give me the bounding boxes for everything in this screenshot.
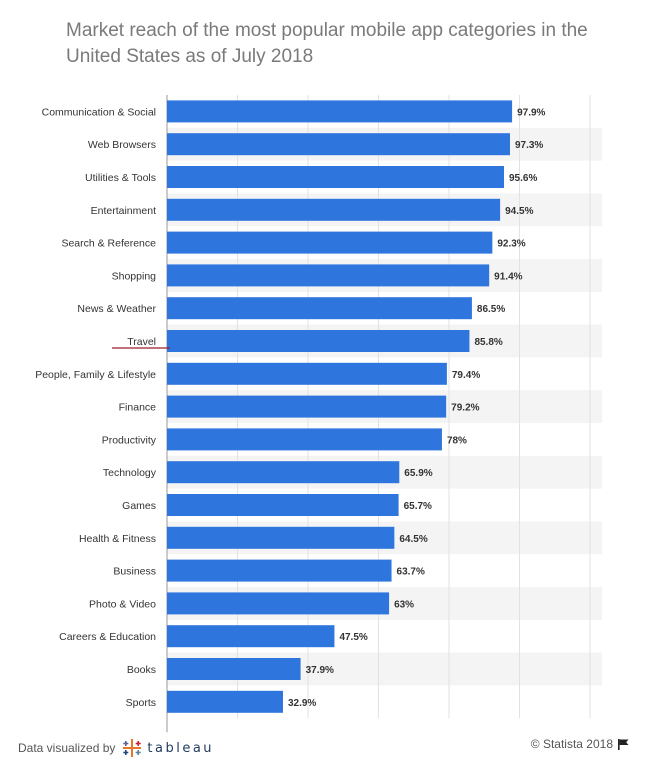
attribution-prefix: Data visualized by bbox=[18, 741, 116, 755]
statista-credit[interactable]: © Statista 2018 bbox=[531, 737, 629, 751]
value-label: 86.5% bbox=[477, 304, 505, 315]
value-label: 65.7% bbox=[404, 501, 432, 512]
category-label: Technology bbox=[103, 467, 157, 479]
category-label: Search & Reference bbox=[61, 238, 156, 250]
value-label: 85.8% bbox=[474, 337, 502, 348]
value-label: 95.6% bbox=[509, 173, 537, 184]
bar[interactable] bbox=[167, 133, 510, 156]
category-label: Photo & Video bbox=[89, 598, 156, 610]
value-label: 37.9% bbox=[306, 665, 334, 676]
value-label: 91.4% bbox=[494, 271, 522, 282]
value-label: 79.2% bbox=[451, 403, 479, 414]
category-label: News & Weather bbox=[77, 303, 156, 315]
bar[interactable] bbox=[167, 658, 301, 680]
category-label: Utilities & Tools bbox=[85, 172, 156, 184]
category-label: Health & Fitness bbox=[79, 533, 156, 545]
flag-icon bbox=[618, 738, 629, 750]
bar[interactable] bbox=[167, 461, 400, 484]
bar[interactable] bbox=[167, 690, 283, 713]
category-label: Sports bbox=[126, 697, 156, 709]
bar[interactable] bbox=[167, 100, 513, 123]
value-label: 47.5% bbox=[339, 632, 367, 643]
category-label: Business bbox=[113, 566, 156, 578]
value-label: 78% bbox=[447, 435, 467, 446]
category-label: Web Browsers bbox=[88, 139, 156, 151]
value-label: 97.3% bbox=[515, 140, 543, 151]
bar[interactable] bbox=[167, 198, 501, 221]
bar[interactable] bbox=[167, 330, 470, 352]
category-label: Entertainment bbox=[91, 205, 156, 217]
value-label: 79.4% bbox=[452, 370, 480, 381]
category-label: Finance bbox=[119, 402, 157, 414]
bar[interactable] bbox=[167, 592, 390, 615]
bar[interactable] bbox=[167, 428, 442, 451]
tableau-cross-icon bbox=[123, 739, 142, 757]
copyright-text: © Statista 2018 bbox=[530, 737, 613, 751]
value-label: 32.9% bbox=[288, 698, 316, 709]
category-label: Shopping bbox=[112, 270, 157, 282]
bar[interactable] bbox=[167, 526, 395, 549]
bar[interactable] bbox=[167, 395, 447, 418]
bar[interactable] bbox=[167, 231, 493, 254]
category-label: Careers & Education bbox=[59, 631, 156, 643]
chart-title: Market reach of the most popular mobile … bbox=[66, 20, 588, 67]
category-label: Games bbox=[122, 500, 156, 512]
tableau-wordmark: tableau bbox=[147, 740, 215, 756]
bar[interactable] bbox=[167, 297, 472, 320]
tableau-logo: tableau bbox=[121, 737, 214, 759]
bar[interactable] bbox=[167, 559, 392, 582]
category-label: People, Family & Lifestyle bbox=[35, 369, 156, 381]
value-label: 63% bbox=[394, 599, 414, 610]
value-label: 63.7% bbox=[397, 567, 425, 578]
category-label: Productivity bbox=[102, 434, 157, 446]
category-label: Travel bbox=[127, 336, 156, 348]
value-label: 94.5% bbox=[505, 206, 533, 217]
value-label: 92.3% bbox=[497, 239, 525, 250]
bar[interactable] bbox=[167, 494, 399, 516]
value-label: 97.9% bbox=[517, 107, 545, 118]
bar[interactable] bbox=[167, 362, 447, 385]
category-label: Communication & Social bbox=[42, 106, 156, 118]
bar[interactable] bbox=[167, 166, 504, 188]
bar[interactable] bbox=[167, 264, 490, 287]
bar[interactable] bbox=[167, 625, 335, 648]
category-label: Books bbox=[127, 664, 156, 676]
value-label: 64.5% bbox=[399, 534, 427, 545]
value-label: 65.9% bbox=[404, 468, 432, 479]
tableau-attribution[interactable]: Data visualized by tableau bbox=[18, 737, 214, 759]
